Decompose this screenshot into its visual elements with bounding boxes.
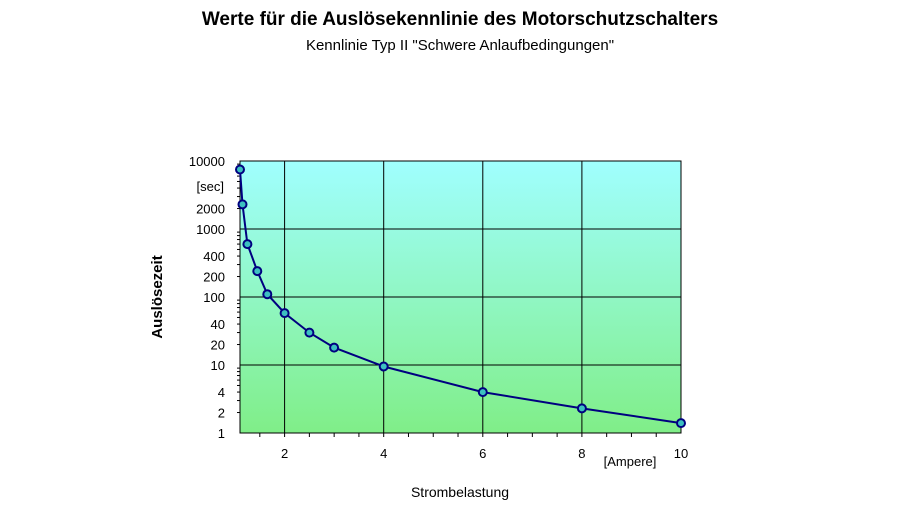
- y-tick-label: 1: [218, 426, 225, 441]
- y-tick-label: 200: [203, 270, 225, 285]
- plot-frame: [239, 160, 682, 434]
- x-unit-label: [Ampere]: [604, 454, 657, 469]
- data-point: [378, 361, 389, 372]
- x-tick-label: 10: [674, 446, 688, 461]
- x-tick-labels: 2 4 6 8 10: [281, 446, 688, 461]
- y-tick-label: 1000: [196, 222, 225, 237]
- series-line: [239, 169, 682, 425]
- y-tick-label: 100: [203, 290, 225, 305]
- data-point: [237, 199, 248, 210]
- series-group: [235, 164, 686, 429]
- data-point: [576, 403, 587, 414]
- data-point: [329, 342, 340, 353]
- y-tick-label: 400: [203, 249, 225, 264]
- data-point: [252, 266, 263, 277]
- y-unit-label: [sec]: [197, 179, 224, 194]
- y-tick-label: 4: [218, 385, 225, 400]
- x-tick-label: 2: [281, 446, 288, 461]
- y-tick-label: 10000: [189, 154, 225, 169]
- chart-subtitle: Kennlinie Typ II "Schwere Anlaufbedingun…: [306, 37, 614, 54]
- y-axis-title: Auslösezeit: [149, 255, 166, 338]
- chart-title: Werte für die Auslösekennlinie des Motor…: [202, 9, 718, 30]
- y-tick-label: 2000: [196, 202, 225, 217]
- x-tick-label: 6: [479, 446, 486, 461]
- data-point: [279, 308, 290, 319]
- y-tick-label: 10: [211, 358, 225, 373]
- y-tick-labels: 10000 2000 1000 400 200 100 40 20 10 4 2 1: [189, 154, 225, 441]
- data-point: [235, 164, 245, 175]
- y-tick-label: 40: [211, 317, 225, 332]
- y-tick-label: 2: [218, 406, 225, 421]
- data-point: [242, 239, 253, 250]
- x-tick-label: 4: [380, 446, 387, 461]
- data-point: [304, 327, 315, 338]
- x-axis-title: Strombelastung: [411, 484, 509, 500]
- y-tick-label: 20: [211, 338, 225, 353]
- data-point: [676, 418, 686, 429]
- x-tick-label: 8: [578, 446, 585, 461]
- data-point: [477, 387, 488, 398]
- data-point: [262, 289, 273, 300]
